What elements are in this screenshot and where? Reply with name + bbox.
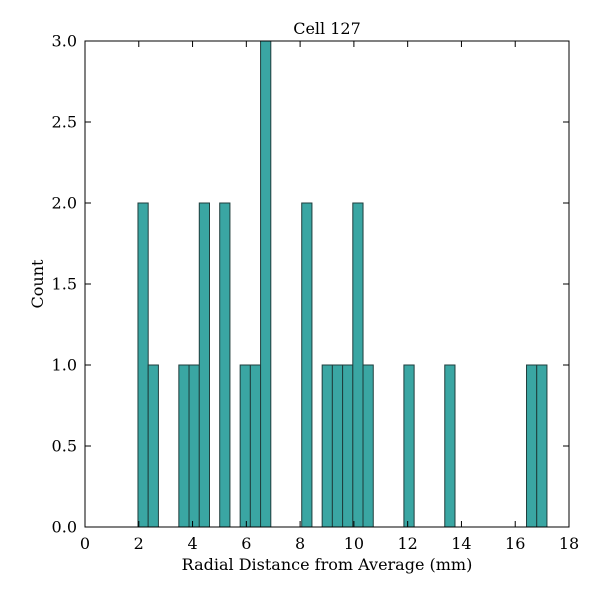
x-tick-label: 14 [451,534,471,553]
x-tick-label: 18 [559,534,579,553]
histogram-bar-9 [301,202,313,528]
y-tick-label: 2.0 [52,194,77,213]
y-tick-label: 2.5 [52,113,77,132]
histogram-bar-16 [444,364,456,528]
histogram-bar-10 [321,364,333,528]
y-tick-label: 1.5 [52,275,77,294]
y-axis-label: Count [28,259,47,308]
x-tick-label: 8 [295,534,305,553]
histogram-bar-1 [147,364,159,528]
x-tick-label: 4 [187,534,197,553]
histogram-bar-6 [239,364,251,528]
ticks-layer: 0 2 4 6 8 10 12 14 16 18 0.0 0.5 1.0 1.5 2.0 2.5 3.0 [52,32,580,554]
x-tick-label: 6 [241,534,251,553]
histogram-bar-0 [137,202,149,528]
x-tick-label: 12 [397,534,417,553]
histogram-bar-18 [536,364,548,528]
y-tick-label: 3.0 [52,32,77,51]
histogram-bar-12 [342,364,354,528]
y-tick-label: 1.0 [52,356,77,375]
histogram-bar-5 [219,202,231,528]
histogram-bar-4 [198,202,210,528]
histogram-bar-7 [249,364,262,528]
bars-layer [137,40,548,528]
histogram-bar-2 [178,364,190,528]
x-tick-label: 16 [505,534,525,553]
x-tick-label: 2 [134,534,144,553]
x-tick-label: 10 [344,534,364,553]
histogram-bar-15 [403,364,415,528]
x-axis-label: Radial Distance from Average (mm) [182,555,473,574]
y-tick-label: 0.5 [52,437,77,456]
histogram-bar-8 [260,40,272,528]
histogram-bar-14 [362,364,374,528]
histogram-bar-11 [331,364,344,528]
x-tick-label: 0 [80,534,90,553]
y-tick-label: 0.0 [52,518,77,537]
histogram-bar-17 [526,364,538,528]
chart-title: Cell 127 [293,19,361,38]
histogram-bar-13 [352,202,364,528]
histogram-bar-3 [188,364,200,528]
